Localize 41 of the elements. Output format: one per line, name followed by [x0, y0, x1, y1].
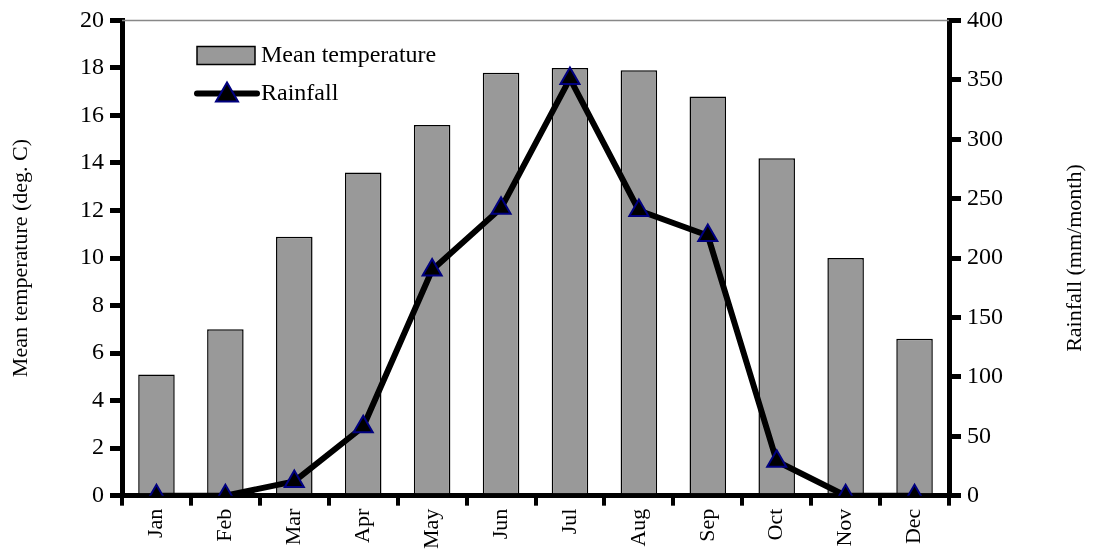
y2-tick-label: 100 — [967, 362, 1003, 389]
x-tick-label: Dec — [900, 508, 926, 545]
legend-label: Rainfall — [261, 78, 339, 105]
point — [421, 257, 443, 277]
y2-tick-label: 300 — [967, 124, 1003, 151]
y-tick-label: 2 — [92, 433, 104, 460]
x-tick-label: May — [417, 508, 443, 549]
y-tick-label: 12 — [80, 195, 104, 222]
point — [697, 223, 719, 242]
y-tick-label: 16 — [80, 100, 104, 127]
x-tick-label: Apr — [348, 508, 374, 543]
x-tick-label: Nov — [831, 508, 857, 547]
y2-tick-label: 50 — [967, 421, 991, 448]
y-tick-label: 14 — [80, 148, 104, 175]
point — [628, 198, 650, 218]
y-tick-label: 0 — [92, 480, 104, 507]
point — [559, 66, 581, 86]
x-tick-label: Jul — [555, 508, 581, 535]
y2-axis-title: Rainfall (mm/month) — [1060, 164, 1086, 352]
y2-tick-label: 200 — [967, 243, 1003, 270]
x-tick-label: Jun — [486, 508, 512, 540]
y-tick-label: 18 — [80, 53, 104, 80]
point — [490, 196, 512, 215]
x-tick-label: Mar — [280, 508, 306, 546]
y-tick-label: 6 — [92, 338, 104, 365]
y-tick-label: 8 — [92, 290, 104, 317]
y-tick-label: 10 — [80, 243, 104, 270]
x-tick-label: Feb — [211, 508, 237, 542]
y-tick-label: 4 — [92, 385, 104, 412]
y2-tick-label: 150 — [967, 302, 1003, 329]
y2-tick-label: 400 — [967, 5, 1003, 32]
y-tick-label: 20 — [80, 5, 104, 32]
y2-tick-label: 350 — [967, 65, 1003, 92]
x-tick-label: Sep — [693, 508, 719, 542]
y2-tick-label: 0 — [967, 480, 979, 507]
x-tick-label: Oct — [762, 508, 788, 541]
y-axis-title: Mean temperature (deg. C) — [6, 138, 32, 378]
y2-tick-label: 250 — [967, 183, 1003, 210]
legend-label: Mean temperature — [261, 40, 437, 67]
x-tick-label: Aug — [624, 508, 650, 547]
x-tick-label: Jan — [142, 508, 168, 538]
